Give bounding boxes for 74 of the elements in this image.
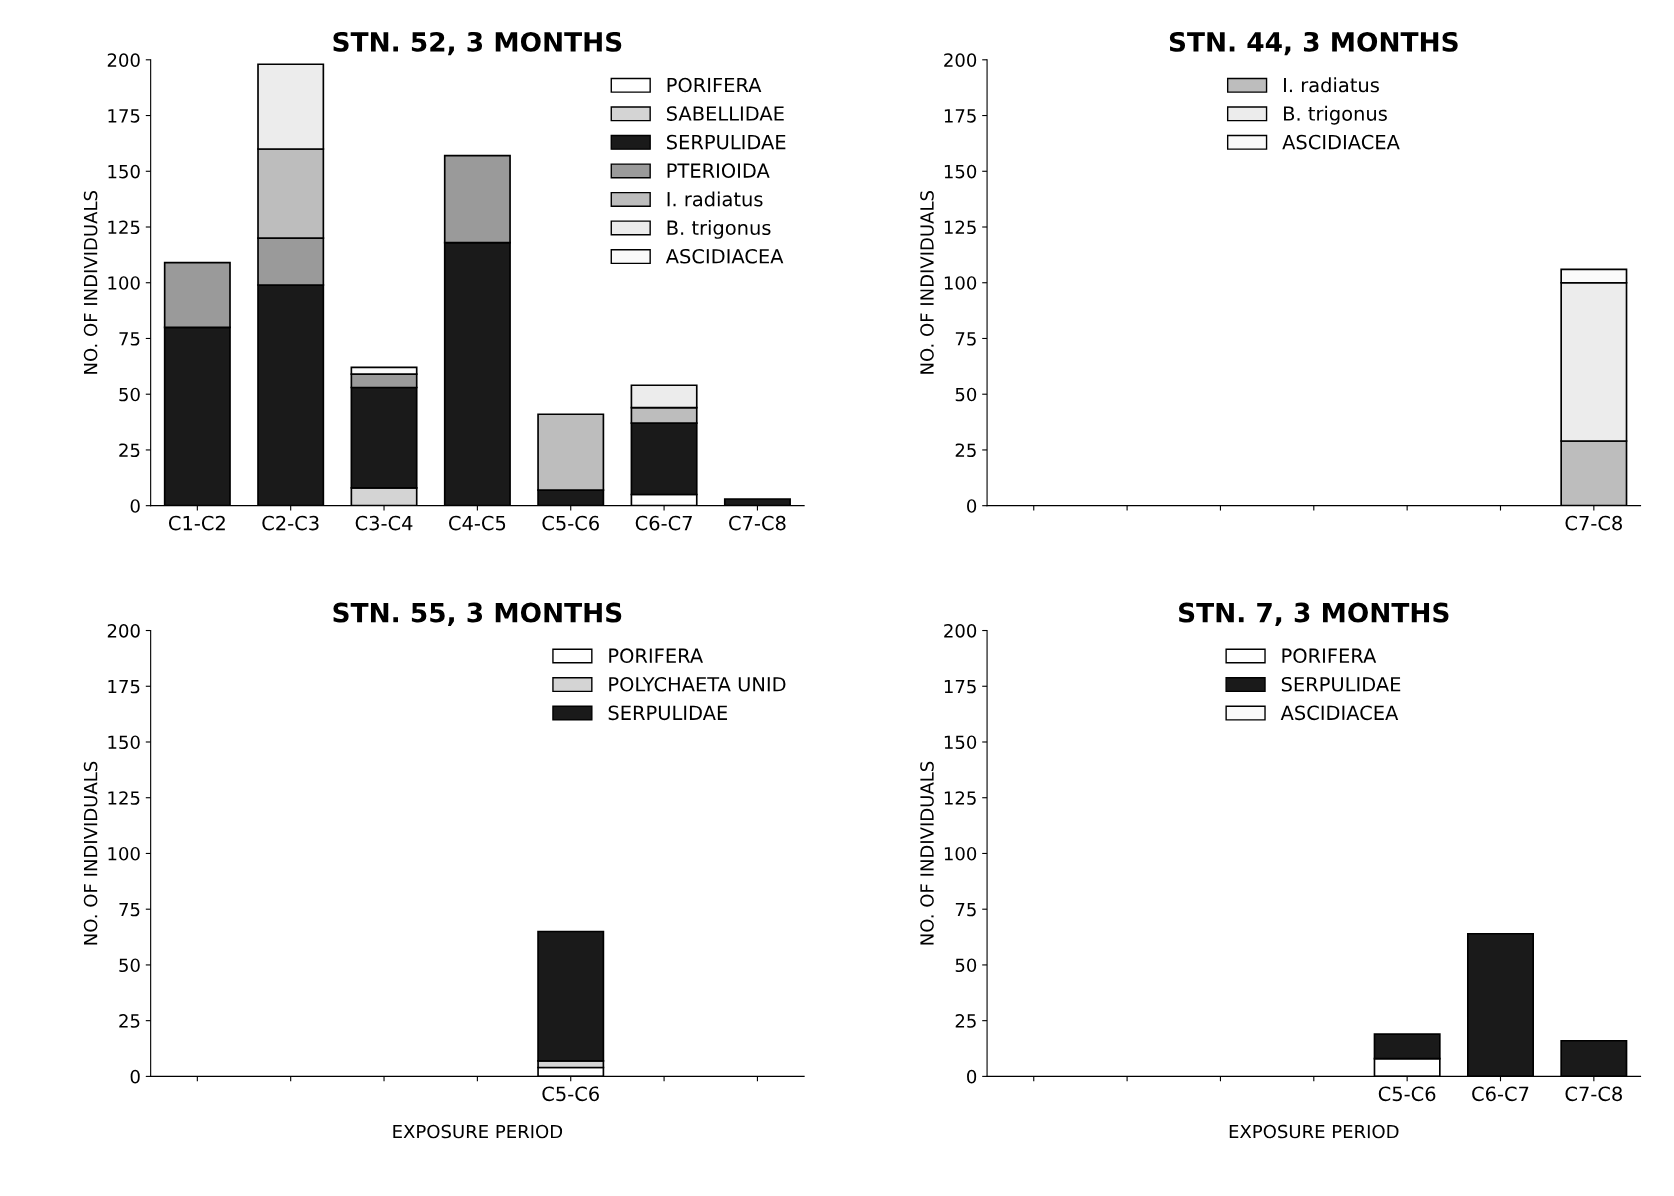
y-tick-label: 150 — [944, 164, 977, 179]
y-tick-label: 25 — [119, 443, 140, 458]
legend-label: POLYCHAETA UNID — [609, 676, 786, 692]
x-tick-label: C1-C2 — [168, 515, 225, 531]
y-tick-label: 25 — [955, 443, 976, 458]
y-tick-label: 100 — [944, 846, 977, 861]
x-tick-label: C2-C3 — [262, 515, 319, 531]
y-tick-label: 125 — [944, 220, 976, 235]
y-axis-title: NO. OF INDIVIDUALS — [83, 190, 98, 374]
y-tick-label: 0 — [130, 1069, 140, 1084]
legend-label: ASCIDIACEA — [1280, 705, 1399, 721]
legend-label: PORIFERA — [667, 77, 762, 93]
x-tick-label: C5-C6 — [542, 515, 599, 531]
y-tick-label: 50 — [119, 387, 140, 402]
y-axis-title: NO. OF INDIVIDUALS — [920, 761, 934, 945]
chart-title: STN. 7, 3 MONTHS — [1179, 602, 1449, 626]
x-tick-label: C5-C6 — [542, 1086, 599, 1102]
legend-label: SERPULIDAE — [1281, 676, 1401, 692]
x-tick-label: C7-C8 — [1565, 1086, 1622, 1102]
y-tick-label: 200 — [107, 53, 140, 67]
y-tick-label: 25 — [119, 1014, 140, 1028]
y-tick-label: 50 — [955, 387, 977, 402]
y-axis-title: NO. OF INDIVIDUALS — [920, 190, 934, 374]
y-tick-label: 100 — [108, 276, 140, 290]
y-tick-label: 100 — [944, 276, 977, 290]
y-tick-label: 200 — [107, 623, 140, 638]
legend-label: ASCIDIACEA — [665, 248, 784, 264]
y-tick-label: 0 — [967, 499, 977, 513]
x-axis-title: EXPOSURE PERIOD — [393, 1124, 563, 1139]
y-tick-label: 75 — [119, 902, 140, 917]
chart-title: STN. 52, 3 MONTHS — [333, 31, 622, 56]
legend-label: B. trigonus — [667, 220, 771, 239]
legend-label: PTERIOIDA — [667, 163, 770, 178]
x-axis-title: EXPOSURE PERIOD — [1229, 1124, 1399, 1139]
y-tick-label: 150 — [108, 164, 140, 179]
y-tick-label: 125 — [108, 791, 140, 805]
y-axis-title: NO. OF INDIVIDUALS — [83, 761, 98, 945]
y-tick-label: 50 — [955, 958, 977, 973]
x-tick-label: C4-C5 — [449, 515, 506, 531]
y-tick-label: 150 — [108, 735, 140, 750]
y-tick-label: 75 — [955, 902, 976, 917]
x-tick-label: C3-C4 — [355, 515, 413, 531]
legend-label: PORIFERA — [609, 648, 704, 664]
y-tick-label: 125 — [108, 220, 140, 235]
y-tick-label: 125 — [944, 791, 976, 805]
chart-title: STN. 44, 3 MONTHS — [1169, 31, 1458, 56]
y-tick-label: 50 — [119, 958, 140, 973]
y-tick-label: 75 — [955, 332, 976, 346]
legend-label: ASCIDIACEA — [1282, 134, 1400, 150]
y-tick-label: 200 — [944, 53, 977, 67]
y-tick-label: 25 — [955, 1014, 976, 1028]
y-tick-label: 200 — [944, 623, 977, 638]
legend-label: SERPULIDAE — [667, 134, 786, 150]
y-tick-label: 175 — [108, 109, 140, 123]
legend-label: B. trigonus — [1284, 105, 1387, 125]
chart-title: STN. 55, 3 MONTHS — [333, 602, 622, 626]
y-tick-label: 75 — [119, 332, 140, 346]
legend-label: SERPULIDAE — [608, 705, 728, 721]
legend-label: PORIFERA — [1282, 648, 1377, 664]
y-tick-label: 0 — [130, 499, 140, 513]
x-tick-label: C5-C6 — [1378, 1086, 1436, 1102]
y-tick-label: 175 — [108, 679, 140, 694]
y-tick-label: 100 — [108, 846, 140, 861]
y-tick-label: 175 — [944, 109, 976, 123]
x-tick-label: C6-C7 — [635, 515, 692, 531]
y-tick-label: 175 — [944, 679, 976, 694]
y-tick-label: 150 — [944, 735, 977, 750]
x-tick-label: C7-C8 — [729, 515, 786, 531]
legend-label: SABELLIDAE — [667, 106, 784, 121]
x-tick-label: C6-C7 — [1472, 1086, 1529, 1102]
y-tick-label: 0 — [967, 1069, 977, 1084]
legend-label: I. radiatus — [1284, 77, 1379, 93]
x-tick-label: C7-C8 — [1565, 515, 1622, 531]
legend-label: I. radiatus — [667, 191, 763, 207]
